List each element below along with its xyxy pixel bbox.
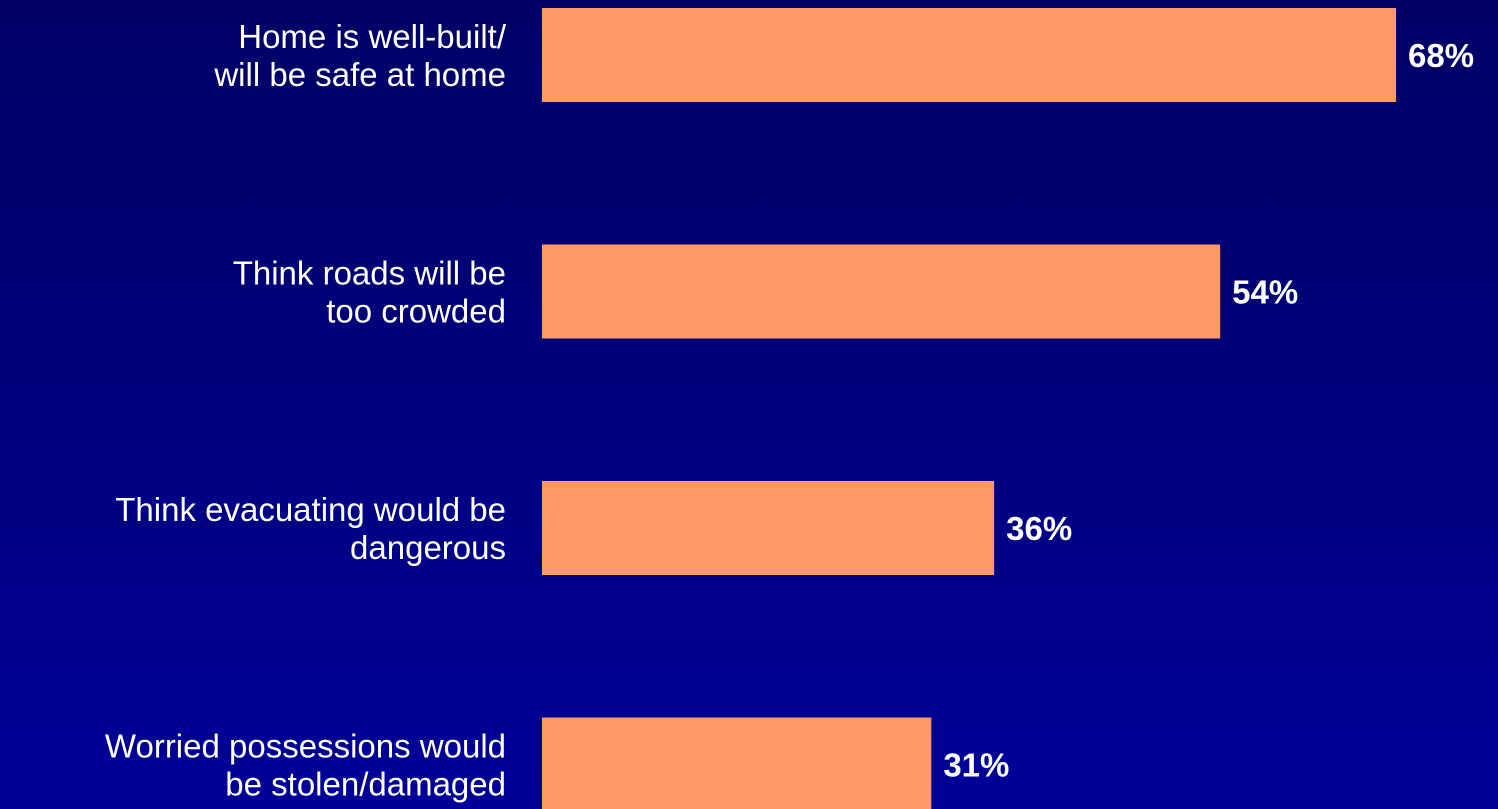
value-label-3: 36%: [1006, 510, 1072, 547]
category-label-2-line-1: Think roads will be: [233, 255, 506, 292]
labels-layer: 68% Home is well-built/will be safe at ho…: [105, 18, 1474, 803]
category-label-4-line-2: be stolen/damaged: [225, 766, 506, 803]
value-label-4: 31%: [943, 747, 1009, 784]
category-label-2-line-2: too crowded: [326, 293, 506, 330]
bar-1: [542, 8, 1396, 102]
value-label-1: 68%: [1408, 37, 1474, 74]
category-label-1-line-2: will be safe at home: [213, 56, 506, 93]
bar-3: [542, 481, 995, 575]
category-label-1-line-1: Home is well-built/: [238, 18, 507, 55]
bar-2: [542, 244, 1221, 339]
value-label-2: 54%: [1232, 274, 1298, 311]
bar-4: [542, 717, 932, 809]
bars-layer: [542, 8, 1396, 809]
category-label-3-line-1: Think evacuating would be: [115, 491, 506, 528]
category-label-3-line-2: dangerous: [350, 529, 506, 566]
category-label-4-line-1: Worried possessions would: [105, 728, 506, 765]
